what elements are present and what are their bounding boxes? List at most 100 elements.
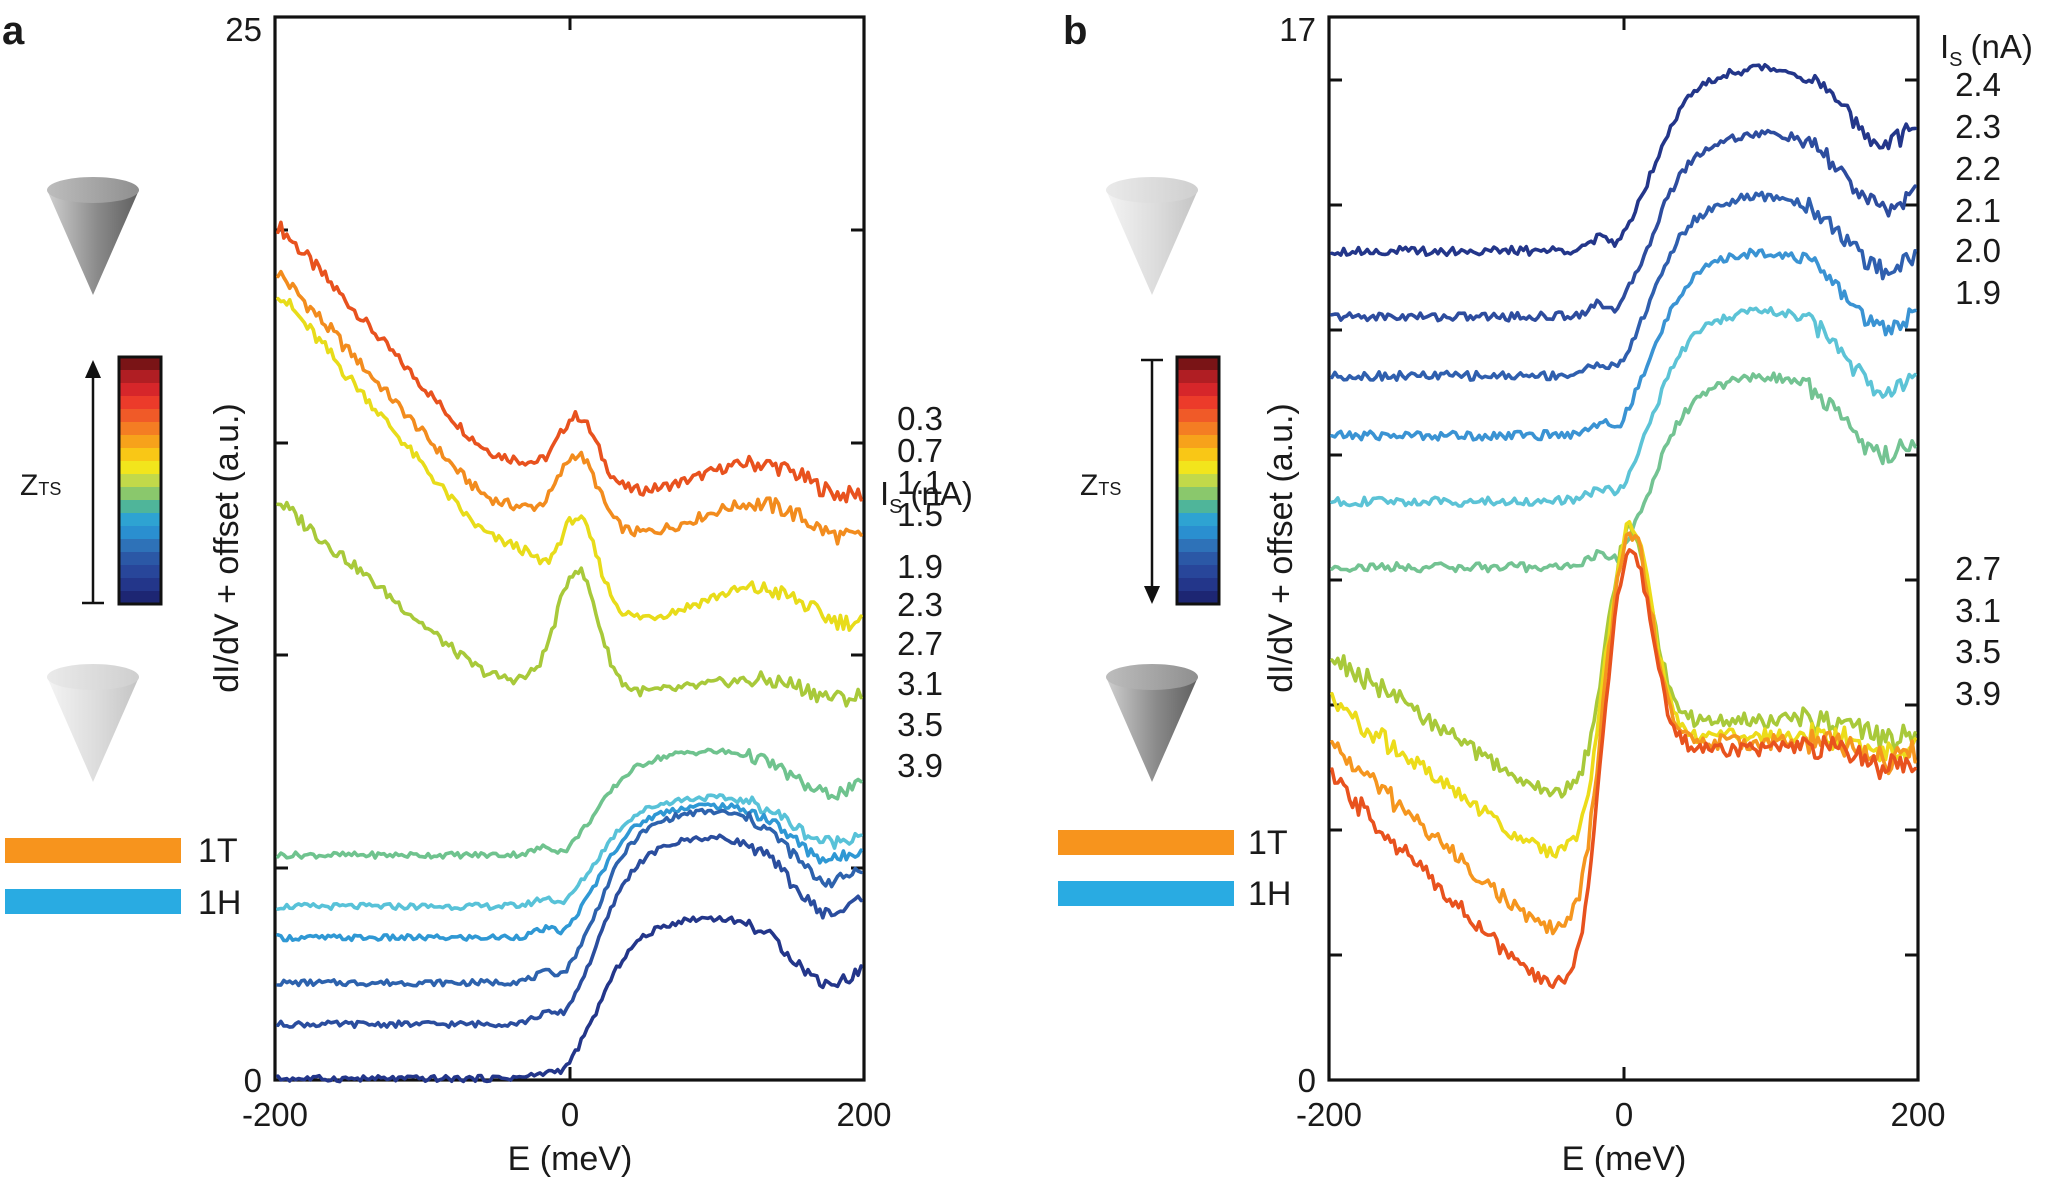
- legend-1t-swatch-b: [1058, 830, 1234, 855]
- tip-cone-dark-icon: [47, 177, 139, 295]
- is-label-a-3: 1.5: [897, 496, 943, 533]
- is-label-a-7: 3.1: [897, 665, 943, 702]
- colorbar-segment: [1177, 591, 1219, 605]
- tip-cone-light-icon-b: [1106, 177, 1198, 295]
- ticks-a: [275, 17, 864, 1080]
- colorbar-segment: [119, 409, 161, 423]
- series-line-b-2_2: [1330, 190, 1917, 382]
- is-label-a-5: 2.3: [897, 586, 943, 623]
- series-line-b-3_9: [1330, 548, 1917, 989]
- series-line-a-1_5: [276, 500, 863, 708]
- colorbar-segment: [1177, 526, 1219, 540]
- series-line-b-3_5: [1330, 531, 1917, 936]
- series-line-a-3_5: [276, 833, 863, 1029]
- z-ts-label: ZTS: [20, 469, 61, 502]
- legend-1h-swatch-b: [1058, 881, 1234, 906]
- colorbar-segment: [119, 552, 161, 566]
- series-line-a-3_9: [276, 915, 863, 1084]
- colorbar-segment: [119, 500, 161, 514]
- colorbar-segment: [1177, 500, 1219, 514]
- z-ts-label-b: ZTS: [1080, 469, 1121, 502]
- is-label-b-8: 3.5: [1955, 633, 2001, 670]
- x-tick-a-0: -200: [242, 1096, 308, 1133]
- legend-1t-label: 1T: [198, 832, 238, 870]
- series-line-b-2_1: [1330, 247, 1917, 442]
- colorbar-segment: [1177, 552, 1219, 566]
- is-label-a-6: 2.7: [897, 625, 943, 662]
- legend-a: 1T 1H: [5, 832, 241, 922]
- colorbar-segment: [1177, 435, 1219, 449]
- legend-1t-label-b: 1T: [1248, 824, 1288, 862]
- colorbar-segment: [1177, 487, 1219, 501]
- is-labels-a: 0.30.71.11.5 1.92.32.73.1 3.5 3.9: [897, 400, 943, 784]
- colorbar-segment: [1177, 565, 1219, 579]
- x-tick-b-1: 0: [1615, 1096, 1633, 1133]
- panel-a-letter: a: [2, 9, 25, 53]
- is-label-a-8: 3.5: [897, 706, 943, 743]
- legend-1h-swatch: [5, 889, 181, 914]
- colorbar-b: [1175, 355, 1221, 606]
- colorbar-frame: [117, 355, 163, 606]
- tip-cone-light-icon: [47, 664, 139, 782]
- colorbar-segment: [1177, 578, 1219, 592]
- colorbar-segment: [119, 474, 161, 488]
- series-lines-b: [1330, 63, 1917, 989]
- z-arrow-up: [82, 360, 104, 605]
- series-line-a-0_7: [276, 269, 863, 546]
- panel-b-letter: b: [1063, 9, 1087, 53]
- is-label-b-4: 2.0: [1955, 232, 2001, 269]
- series-line-a-2_3: [276, 793, 863, 912]
- y-bottom-tick-b: 0: [1298, 1062, 1316, 1099]
- x-tick-a-2: 200: [836, 1096, 891, 1133]
- series-line-b-2_3: [1330, 128, 1917, 323]
- series-line-a-2_7: [276, 802, 863, 943]
- legend-1h-label-b: 1H: [1248, 875, 1291, 913]
- is-header-b: IS (nA): [1940, 28, 2033, 71]
- series-line-b-2_4: [1330, 63, 1917, 257]
- colorbar-frame: [1175, 355, 1221, 606]
- series-line-b-2_0: [1330, 306, 1917, 508]
- series-line-a-1_9: [276, 747, 863, 860]
- y-axis-title-b: dI/dV + offset (a.u.): [1262, 403, 1300, 692]
- series-line-a-1_1: [276, 296, 863, 632]
- colorbar-segment: [119, 396, 161, 410]
- y-axis-title-a: dI/dV + offset (a.u.): [208, 403, 246, 692]
- x-axis-title-b: E (meV): [1562, 1140, 1687, 1178]
- tip-cone-dark-icon-b: [1106, 664, 1198, 782]
- colorbar-segment: [119, 539, 161, 553]
- ticks-b: [1329, 17, 1918, 1080]
- colorbar-segment: [1177, 396, 1219, 410]
- colorbar-segment: [119, 487, 161, 501]
- series-line-a-3_1: [276, 807, 863, 988]
- colorbar-segment: [1177, 357, 1219, 371]
- is-label-a-2: 1.1: [897, 464, 943, 501]
- is-label-b-0: 2.4: [1955, 66, 2001, 103]
- panel-a: a ZTS 1T 1H: [2, 9, 973, 1178]
- colorbar-segment: [1177, 461, 1219, 475]
- legend-1h-label: 1H: [198, 884, 241, 922]
- colorbar-segment: [119, 526, 161, 540]
- is-label-b-2: 2.2: [1955, 150, 2001, 187]
- is-label-a-9: 3.9: [897, 747, 943, 784]
- is-label-b-1: 2.3: [1955, 108, 2001, 145]
- series-line-a-0_3: [276, 220, 863, 504]
- colorbar-segment: [119, 578, 161, 592]
- colorbar-segment: [1177, 474, 1219, 488]
- colorbar-segment: [119, 435, 161, 449]
- x-tick-b-0: -200: [1296, 1096, 1362, 1133]
- y-top-tick-a: 25: [225, 11, 262, 48]
- is-label-b-9: 3.9: [1955, 675, 2001, 712]
- legend-b: 1T 1H: [1058, 824, 1291, 913]
- is-label-a-4: 1.9: [897, 548, 943, 585]
- colorbar-segment: [119, 370, 161, 384]
- series-lines-a: [276, 220, 863, 1084]
- colorbar-segment: [119, 565, 161, 579]
- colorbar-segment: [1177, 448, 1219, 462]
- is-header-a: IS (nA): [880, 475, 973, 518]
- is-label-a-1: 0.7: [897, 432, 943, 469]
- colorbar-segment: [1177, 422, 1219, 436]
- is-label-b-6: 2.7: [1955, 550, 2001, 587]
- colorbar-segment: [119, 357, 161, 371]
- colorbar-segment: [119, 513, 161, 527]
